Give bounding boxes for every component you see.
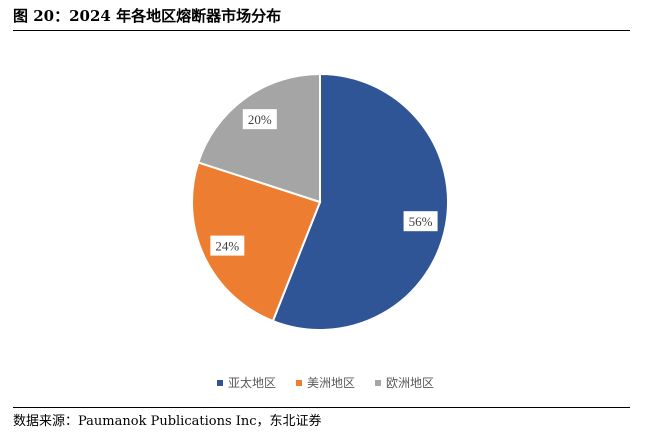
figure-title: 图 20：2024 年各地区熔断器市场分布 [13, 7, 282, 25]
data-label-asia-pacific: 56% [403, 211, 438, 232]
data-label-americas: 24% [210, 235, 245, 256]
title-rule [13, 30, 630, 31]
data-label-europe: 20% [242, 109, 277, 130]
chart-legend: 亚太地区 美洲地区 欧洲地区 [0, 374, 651, 391]
source-rule [13, 407, 630, 408]
pie-slice-americas [191, 161, 322, 323]
legend-label-asia-pacific: 亚太地区 [227, 376, 276, 390]
svg-text:24%: 24% [215, 239, 239, 254]
legend-swatch-europe [375, 379, 381, 386]
legend-item-asia-pacific: 亚太地区 [216, 374, 276, 391]
pie-slice-europe [197, 72, 321, 204]
pie-slice-asia-pacific [271, 72, 449, 331]
legend-swatch-asia-pacific [216, 379, 223, 386]
legend-item-europe: 欧洲地区 [375, 374, 434, 391]
legend-swatch-americas [295, 379, 302, 386]
svg-text:56%: 56% [409, 214, 433, 229]
source-note: 数据来源：Paumanok Publications Inc，东北证券 [13, 414, 322, 429]
legend-label-americas: 美洲地区 [306, 376, 355, 390]
legend-item-americas: 美洲地区 [295, 374, 355, 391]
svg-text:20%: 20% [248, 112, 272, 127]
legend-label-europe: 欧洲地区 [386, 376, 435, 390]
